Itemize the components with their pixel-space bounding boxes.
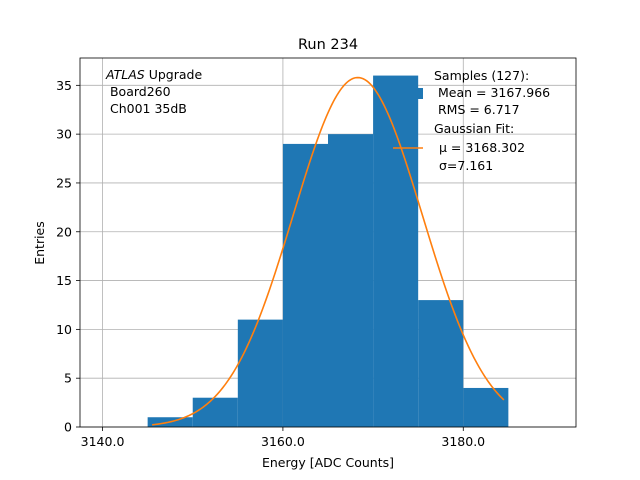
histogram-bar	[282, 143, 328, 427]
y-tick-label: 30	[56, 127, 72, 142]
y-tick-label: 5	[64, 371, 72, 386]
legend-fit-mu: μ = 3168.302	[439, 140, 525, 155]
annotation-atlas: ATLAS	[105, 67, 145, 82]
x-tick-label: 3140.0	[81, 434, 125, 449]
x-axis-label: Energy [ADC Counts]	[262, 455, 394, 470]
y-tick-label: 15	[56, 273, 72, 288]
legend-fit-sigma: σ=7.161	[439, 158, 493, 173]
legend-fit-title: Gaussian Fit:	[434, 121, 514, 136]
y-axis-label: Entries	[32, 221, 47, 265]
ticks-layer: 3140.0 3160.0 3180.0 0 5 10 15 20 25 30 35	[56, 78, 485, 449]
legend-samples-rms: RMS = 6.717	[434, 102, 520, 117]
y-tick-label: 10	[56, 322, 72, 337]
histogram-bar	[192, 397, 238, 427]
legend: Samples (127): Mean = 3167.966 RMS = 6.7…	[393, 68, 550, 173]
histogram-bar	[328, 134, 374, 427]
histogram-bar	[418, 300, 464, 427]
legend-samples-swatch	[393, 88, 423, 99]
legend-samples-title: Samples (127):	[434, 68, 529, 83]
annotation-upgrade: Upgrade	[145, 67, 203, 82]
annotation-box: ATLAS Upgrade Board260 Ch001 35dB	[105, 67, 202, 116]
chart-title: Run 234	[298, 37, 358, 53]
y-tick-label: 25	[56, 175, 72, 190]
axes-frame	[79, 57, 577, 428]
annotation-channel: Ch001 35dB	[106, 101, 187, 116]
bars-layer	[147, 75, 509, 428]
histogram-bar	[237, 319, 283, 427]
gaussian-fit-curve	[152, 76, 505, 426]
fit-layer	[152, 76, 505, 426]
y-tick-label: 20	[56, 224, 72, 239]
x-tick-label: 3160.0	[261, 434, 305, 449]
x-tick-label: 3180.0	[441, 434, 485, 449]
annotation-line-1: ATLAS Upgrade	[105, 67, 202, 82]
legend-samples-mean: Mean = 3167.966	[434, 85, 550, 100]
annotation-board: Board260	[106, 84, 171, 99]
histogram-bar	[463, 387, 509, 427]
histogram-bar	[373, 75, 419, 428]
y-tick-label: 0	[64, 420, 72, 435]
y-tick-label: 35	[56, 78, 72, 93]
